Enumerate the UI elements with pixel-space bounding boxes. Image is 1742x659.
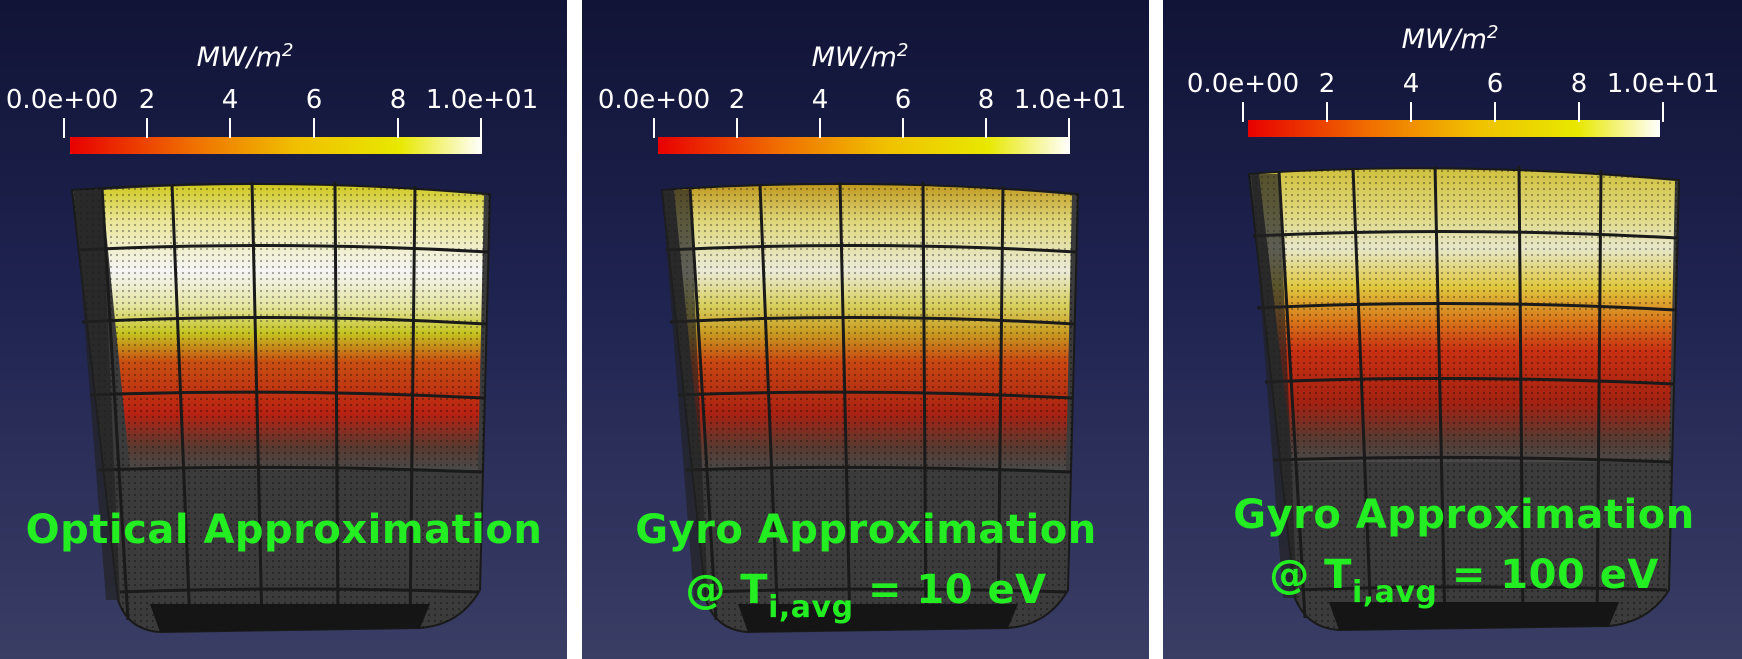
caption-line1: Gyro Approximation (1233, 492, 1694, 538)
tick-label-8: 8 (978, 85, 995, 115)
colorbar-unit-label: MW/m2 (812, 40, 909, 73)
colorbar-gradient (658, 137, 1070, 154)
tick-label-10: 1.0e+01 (1607, 69, 1719, 99)
colorbar: MW/m2 0.0e+00 2 4 6 8 1.0e+01 (598, 40, 1126, 154)
caption-line1: Optical Approximation (26, 507, 543, 553)
tick-label-2: 2 (139, 85, 156, 115)
tick-label-8: 8 (390, 85, 407, 115)
panel-gyro-10ev-svg: MW/m2 0.0e+00 2 4 6 8 1.0e+01 (598, 40, 1126, 634)
tick-label-2: 2 (1319, 69, 1336, 99)
tick-label-0: 0.0e+00 (6, 85, 118, 115)
tick-label-6: 6 (1487, 69, 1504, 99)
tick-label-0: 0.0e+00 (598, 85, 710, 115)
colorbar-ticks (1242, 102, 1664, 122)
tick-label-0: 0.0e+00 (1187, 69, 1299, 99)
tick-label-6: 6 (306, 85, 323, 115)
colorbar-gradient (1248, 120, 1660, 137)
colorbar-ticks (63, 118, 482, 138)
divertor-tile-render (1247, 165, 1681, 632)
caption-line2: @ Ti,avg = 100 eV (1269, 552, 1659, 610)
colorbar: MW/m2 0.0e+00 2 4 6 8 1.0e+01 (1187, 22, 1719, 137)
colorbar-unit-label: MW/m2 (197, 40, 294, 73)
panel-optical: MW/m2 0.0e+00 2 4 6 8 1.0e+01 (0, 0, 567, 659)
panel-gyro-10ev: MW/m2 0.0e+00 2 4 6 8 1.0e+01 (582, 0, 1149, 659)
panel-gyro-100ev-svg: MW/m2 0.0e+00 2 4 6 8 1.0e+01 (1187, 22, 1719, 632)
colorbar-gradient (70, 137, 482, 154)
divertor-tile-render (70, 181, 492, 634)
colorbar-ticks (653, 118, 1070, 138)
tick-label-4: 4 (1403, 69, 1420, 99)
tick-label-4: 4 (222, 85, 239, 115)
colorbar-unit-label: MW/m2 (1402, 22, 1499, 55)
caption-line1: Gyro Approximation (635, 507, 1096, 553)
colorbar: MW/m2 0.0e+00 2 4 6 8 1.0e+01 (6, 40, 538, 154)
panel-optical-svg: MW/m2 0.0e+00 2 4 6 8 1.0e+01 (6, 40, 543, 634)
panel-gyro-100ev: MW/m2 0.0e+00 2 4 6 8 1.0e+01 (1163, 0, 1742, 659)
tick-label-4: 4 (812, 85, 829, 115)
divertor-tile-render (660, 181, 1080, 634)
caption-line2: @ Ti,avg = 10 eV (685, 567, 1046, 625)
tick-label-10: 1.0e+01 (426, 85, 538, 115)
tick-label-10: 1.0e+01 (1014, 85, 1126, 115)
tick-label-2: 2 (729, 85, 746, 115)
tick-label-8: 8 (1571, 69, 1588, 99)
tick-label-6: 6 (895, 85, 912, 115)
